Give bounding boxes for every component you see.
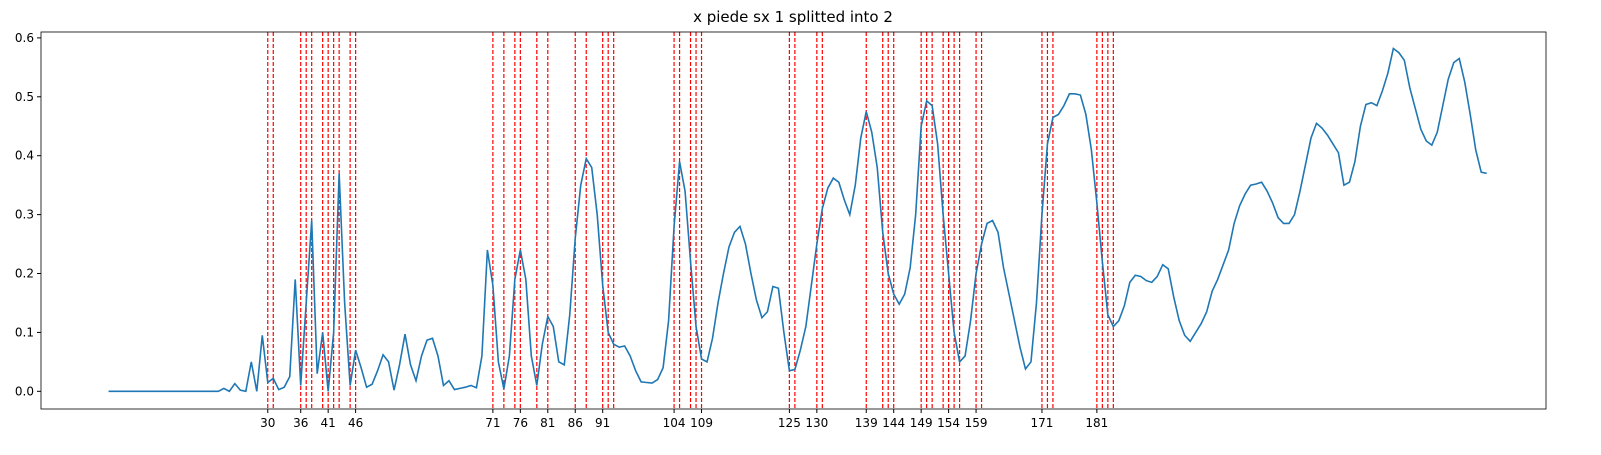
- x-tick-label: 109: [690, 416, 713, 430]
- y-tick-label: 0.5: [15, 90, 34, 104]
- x-tick-label: 36: [293, 416, 308, 430]
- y-tick-label: 0.0: [15, 384, 34, 398]
- x-tick-label: 171: [1031, 416, 1054, 430]
- x-tick-label: 154: [937, 416, 960, 430]
- x-tick-label: 125: [778, 416, 801, 430]
- x-tick-label: 144: [882, 416, 905, 430]
- x-tick-label: 130: [805, 416, 828, 430]
- x-tick-label: 139: [855, 416, 878, 430]
- plot-frame: [40, 31, 1547, 410]
- x-tick-label: 30: [260, 416, 275, 430]
- y-tick-label: 0.2: [15, 267, 34, 281]
- y-tick-label: 0.1: [15, 325, 34, 339]
- x-tick-label: 159: [965, 416, 988, 430]
- y-tick-label: 0.4: [15, 149, 34, 163]
- x-tick-label: 91: [595, 416, 610, 430]
- x-tick-label: 46: [348, 416, 363, 430]
- x-tick-label: 41: [321, 416, 336, 430]
- x-tick-label: 104: [663, 416, 686, 430]
- y-tick-label: 0.6: [15, 31, 34, 45]
- x-tick-label: 81: [540, 416, 555, 430]
- x-tick-label: 86: [568, 416, 583, 430]
- y-tick-label: 0.3: [15, 208, 34, 222]
- x-tick-label: 71: [485, 416, 500, 430]
- x-tick-label: 76: [513, 416, 528, 430]
- x-tick-label: 181: [1085, 416, 1108, 430]
- chart-title: x piede sx 1 splitted into 2: [693, 8, 893, 26]
- x-tick-label: 149: [910, 416, 933, 430]
- data-line: [108, 47, 1487, 393]
